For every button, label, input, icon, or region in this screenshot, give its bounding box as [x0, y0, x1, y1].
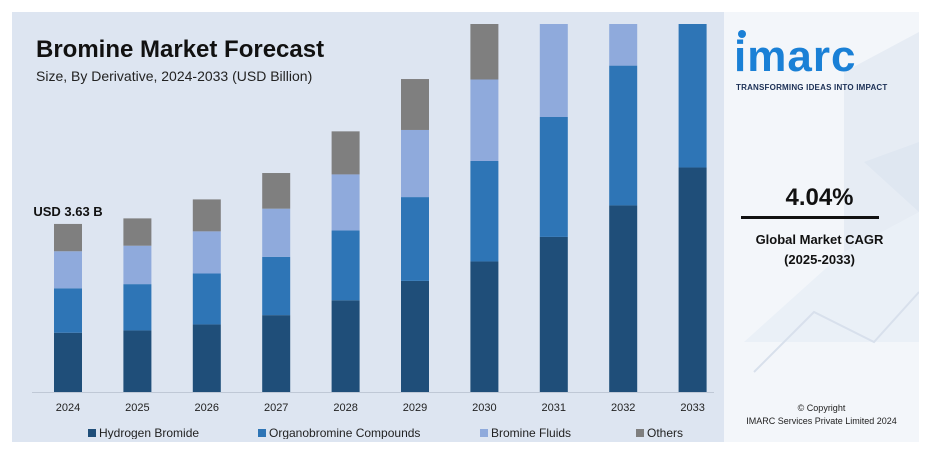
bar-segment-2031-organobromine-compounds [539, 117, 568, 237]
cagr-label: Global Market CAGR [755, 232, 884, 247]
bar-segment-2028-others [331, 131, 360, 175]
chart-title: Bromine Market Forecast [36, 36, 325, 63]
bar-segment-2030-bromine-fluids [470, 79, 499, 161]
legend-swatch-others [636, 429, 644, 437]
imarc-logo: imarc [734, 32, 857, 81]
legend-label-bromine-fluids: Bromine Fluids [491, 426, 571, 439]
bar-chart: 2024 2025 2026 2027 2028 2029 2030 2031 2032 2033… [32, 24, 714, 439]
legend-swatch-bromine-fluids [480, 429, 488, 437]
bar-segment-2026-hydrogen-bromide [192, 324, 221, 392]
x-tick-label: 2028 [333, 402, 357, 414]
bar-segment-2029-bromine-fluids [401, 129, 429, 198]
bar-segment-2032-hydrogen-bromide [609, 205, 638, 392]
bar-segment-2030-organobromine-compounds [470, 160, 499, 262]
bar-segment-2033-organobromine-compounds [678, 24, 707, 168]
legend-label-others: Others [647, 426, 683, 439]
bar-segment-2026-others [192, 199, 221, 232]
bar-segment-2033-hydrogen-bromide [678, 167, 707, 392]
bar-segment-2029-organobromine-compounds [401, 197, 429, 281]
legend-label-organobromine-compounds: Organobromine Compounds [269, 426, 420, 439]
cagr-period: (2025-2033) [784, 252, 855, 267]
bar-segment-2030-hydrogen-bromide [470, 261, 499, 392]
bar-segment-2027-bromine-fluids [262, 208, 291, 257]
bar-segment-2027-hydrogen-bromide [262, 315, 291, 392]
x-tick-label: 2025 [125, 402, 149, 414]
legend-swatch-hydrogen-bromide [88, 429, 96, 437]
bar-segment-2025-hydrogen-bromide [123, 330, 152, 392]
x-tick-label: 2024 [56, 402, 80, 414]
company-name: IMARC Services Private Limited 2024 [746, 416, 897, 426]
copyright-text: © Copyright [797, 403, 846, 413]
x-tick-label: 2030 [472, 402, 496, 414]
brand-panel: imarc TRANSFORMING IDEAS INTO IMPACT 4.0… [724, 12, 919, 442]
bar-segment-2024-others [54, 223, 82, 252]
logo-dot [738, 30, 746, 38]
bar-segment-2025-others [123, 218, 152, 246]
bar-segment-2032-bromine-fluids [609, 24, 638, 66]
chart-panel: Bromine Market Forecast Size, By Derivat… [12, 12, 724, 442]
bar-segment-2027-others [262, 173, 291, 209]
total-annotation-2024: USD 3.63 B [33, 204, 102, 219]
bar-segment-2031-hydrogen-bromide [539, 236, 568, 392]
x-tick-label: 2029 [403, 402, 427, 414]
bar-segment-2031-bromine-fluids [539, 24, 568, 117]
legend-label-hydrogen-bromide: Hydrogen Bromide [99, 426, 199, 439]
background-chart-graphic [744, 32, 919, 373]
bar-segment-2024-organobromine-compounds [54, 288, 82, 333]
x-tick-label: 2033 [680, 402, 704, 414]
logo-tagline: TRANSFORMING IDEAS INTO IMPACT [736, 83, 888, 92]
bar-segment-2026-organobromine-compounds [192, 273, 221, 325]
bar-segment-2025-organobromine-compounds [123, 284, 152, 331]
bar-segment-2028-hydrogen-bromide [331, 300, 360, 392]
legend-swatch-organobromine-compounds [258, 429, 266, 437]
bar-segment-2032-organobromine-compounds [609, 65, 638, 206]
x-tick-label: 2032 [611, 402, 635, 414]
bar-segment-2029-others [401, 79, 429, 130]
bar-segment-2027-organobromine-compounds [262, 256, 291, 316]
bar-segment-2028-bromine-fluids [331, 174, 360, 231]
cagr-value: 4.04% [785, 184, 854, 211]
bar-segment-2024-hydrogen-bromide [54, 332, 82, 392]
bar-segment-2029-hydrogen-bromide [401, 280, 429, 392]
x-tick-label: 2027 [264, 402, 288, 414]
cagr-divider [741, 216, 879, 219]
x-tick-label: 2031 [542, 402, 566, 414]
x-tick-label: 2026 [195, 402, 219, 414]
bar-segment-2024-bromine-fluids [54, 251, 82, 289]
bar-segment-2025-bromine-fluids [123, 245, 152, 285]
chart-subtitle: Size, By Derivative, 2024-2033 (USD Bill… [36, 68, 313, 84]
bar-segment-2026-bromine-fluids [192, 231, 221, 274]
bar-segment-2030-others [470, 24, 499, 80]
bar-segment-2028-organobromine-compounds [331, 230, 360, 301]
